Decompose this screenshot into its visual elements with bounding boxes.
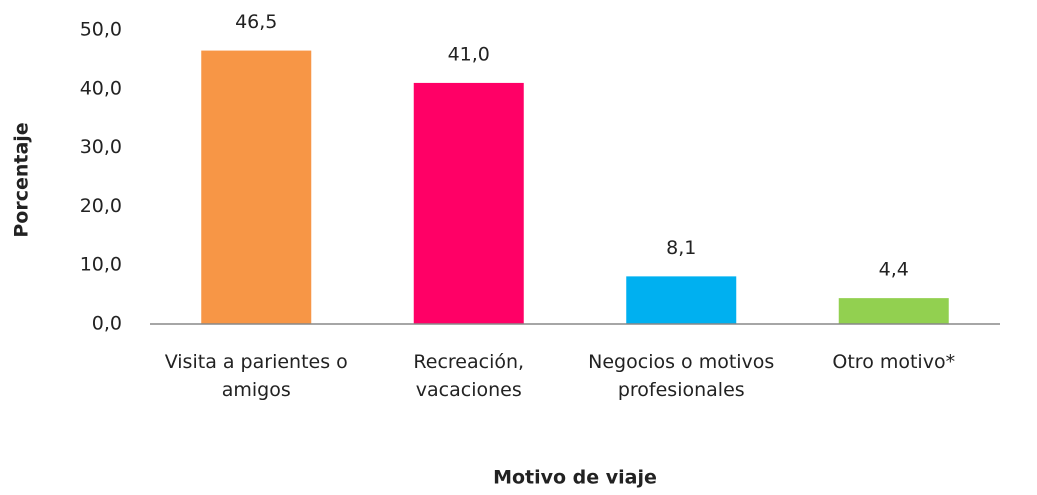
y-tick-label: 20,0 — [80, 195, 122, 217]
bar — [201, 50, 312, 325]
bar — [838, 298, 949, 324]
y-tick-label: 0,0 — [92, 313, 122, 335]
bar — [413, 82, 524, 324]
x-tick-label: Negocios o motivos profesionales — [588, 351, 775, 401]
data-label: 4,4 — [879, 259, 909, 281]
bar — [626, 276, 737, 324]
x-axis-title: Motivo de viaje — [493, 467, 657, 489]
y-tick-label: 40,0 — [80, 77, 122, 99]
x-tick-label: Recreación, vacaciones — [413, 351, 525, 401]
data-label: 46,5 — [235, 11, 277, 33]
data-label: 41,0 — [448, 43, 490, 65]
x-tick-label: Otro motivo* — [832, 351, 956, 373]
y-axis-title: Porcentaje — [11, 122, 33, 237]
x-tick-label: Visita a parientes o amigos — [164, 351, 348, 401]
y-tick-label: 30,0 — [80, 136, 122, 158]
y-tick-label: 50,0 — [80, 19, 122, 41]
y-tick-label: 10,0 — [80, 254, 122, 276]
data-label: 8,1 — [666, 237, 696, 259]
